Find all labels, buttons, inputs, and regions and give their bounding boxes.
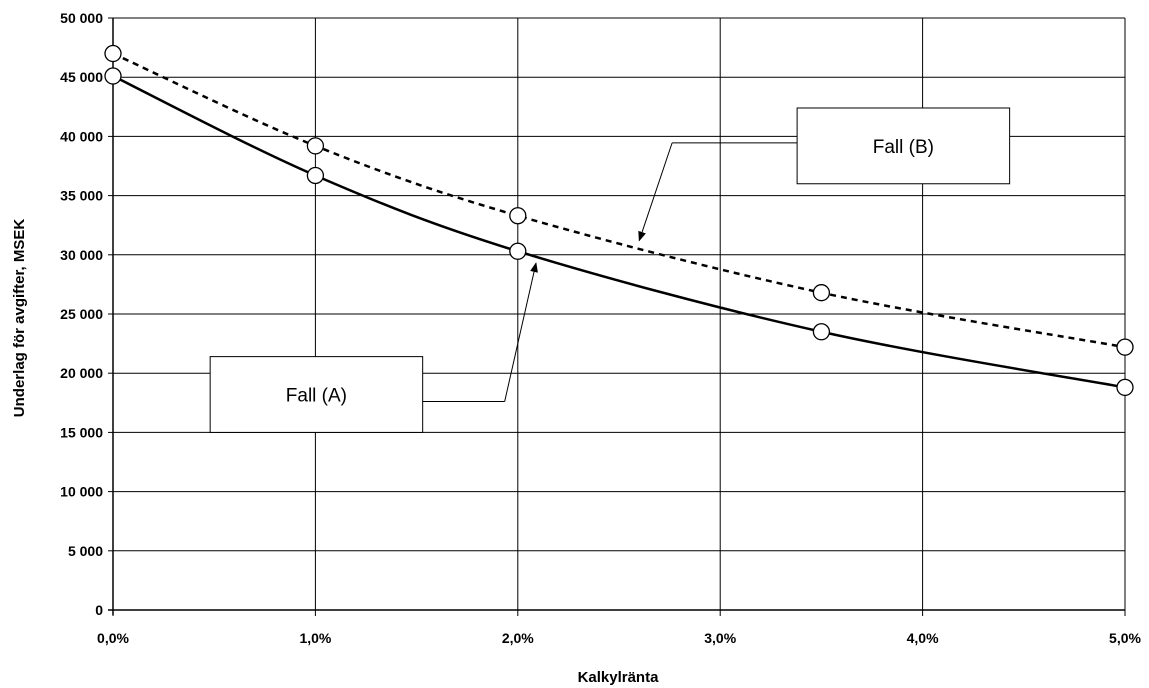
y-axis-title: Underlag för avgifter, MSEK (11, 219, 28, 418)
y-tick-label: 20 000 (60, 365, 103, 381)
data-point (1116, 338, 1134, 356)
annotation-box (796, 107, 1011, 185)
y-tick-label: 40 000 (60, 128, 103, 144)
tick-labels: 0 5 000 10 000 15 000 20 000 25 000 30 000 35 0… (60, 10, 1141, 646)
series-lines (112, 52, 1126, 389)
grid-lines (112, 17, 1126, 611)
data-point (1116, 378, 1134, 397)
annotations: Fall (A) Fall (B) (209, 107, 1011, 433)
y-tick-label: 45 000 (60, 69, 103, 85)
axes (108, 17, 1126, 616)
series-line-fall-b (112, 52, 1126, 349)
data-point (509, 242, 527, 260)
annotation-arrow (638, 142, 673, 242)
data-point (104, 67, 122, 85)
annotation-label: Fall (B) (873, 137, 934, 158)
y-tick-label: 50 000 (60, 10, 103, 26)
x-tick-label: 4,0% (907, 630, 939, 646)
annotation-label: Fall (A) (286, 386, 347, 407)
y-tick-label: 30 000 (60, 247, 103, 263)
data-point (306, 166, 325, 185)
data-markers (104, 44, 1134, 397)
annotation-box (209, 356, 424, 433)
y-tick-label: 15 000 (60, 424, 103, 440)
y-tick-label: 5 000 (68, 543, 103, 559)
y-tick-label: 10 000 (60, 484, 103, 500)
x-tick-label: 3,0% (704, 630, 736, 646)
x-tick-label: 2,0% (502, 630, 534, 646)
y-tick-label: 0 (95, 602, 103, 618)
x-axis-title: Kalkylränta (578, 669, 660, 686)
x-tick-label: 1,0% (299, 630, 331, 646)
data-point (104, 44, 122, 63)
data-point (306, 137, 325, 155)
x-tick-label: 5,0% (1109, 630, 1141, 646)
data-point (812, 284, 831, 302)
data-point (509, 207, 527, 225)
x-tick-label: 0,0% (97, 630, 129, 646)
y-tick-label: 35 000 (60, 188, 103, 204)
y-tick-label: 25 000 (60, 306, 103, 322)
series-line-fall-a (112, 74, 1126, 389)
annotation-arrow (504, 262, 538, 402)
data-point (812, 323, 831, 341)
